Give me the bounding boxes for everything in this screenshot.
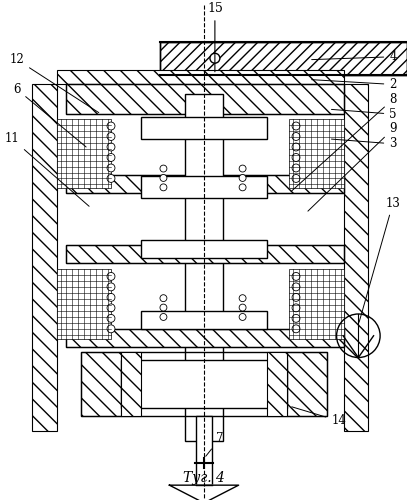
Bar — [141, 240, 267, 258]
Circle shape — [239, 165, 246, 172]
Text: 11: 11 — [4, 132, 89, 206]
Bar — [56, 70, 344, 84]
Circle shape — [160, 174, 167, 182]
Circle shape — [292, 143, 300, 151]
Bar — [287, 352, 327, 416]
Circle shape — [239, 174, 246, 182]
Circle shape — [292, 283, 300, 291]
Circle shape — [210, 54, 220, 63]
Bar — [81, 352, 121, 416]
Bar — [67, 176, 344, 194]
Bar — [121, 360, 287, 408]
Text: Τуг. 4: Τуг. 4 — [183, 471, 225, 485]
Text: 5: 5 — [331, 108, 397, 120]
Circle shape — [160, 184, 167, 191]
Text: 2: 2 — [312, 78, 397, 91]
Circle shape — [239, 184, 246, 191]
Circle shape — [239, 314, 246, 320]
Text: 9: 9 — [308, 122, 397, 211]
Text: 13: 13 — [359, 196, 400, 322]
Circle shape — [292, 132, 300, 140]
Circle shape — [160, 304, 167, 311]
Bar — [67, 84, 344, 114]
Bar — [67, 244, 344, 262]
Circle shape — [107, 164, 115, 172]
Bar — [67, 329, 344, 346]
Text: 4: 4 — [312, 50, 397, 63]
Bar — [67, 176, 344, 194]
Polygon shape — [169, 485, 238, 500]
Bar — [67, 329, 344, 346]
Circle shape — [107, 283, 115, 291]
Circle shape — [292, 122, 300, 130]
Circle shape — [160, 314, 167, 320]
Bar — [160, 42, 407, 74]
Circle shape — [292, 294, 300, 302]
Circle shape — [239, 304, 246, 311]
Bar — [32, 84, 56, 430]
Circle shape — [107, 325, 115, 333]
Circle shape — [292, 174, 300, 182]
Circle shape — [107, 174, 115, 182]
Circle shape — [239, 294, 246, 302]
Circle shape — [292, 314, 300, 322]
Bar — [160, 42, 407, 74]
Circle shape — [107, 294, 115, 302]
Bar — [196, 416, 212, 485]
Circle shape — [107, 314, 115, 322]
Text: 15: 15 — [207, 2, 223, 72]
Bar — [344, 84, 368, 430]
Bar — [56, 270, 111, 338]
Circle shape — [160, 294, 167, 302]
Circle shape — [107, 304, 115, 312]
Bar — [185, 94, 223, 440]
Circle shape — [107, 132, 115, 140]
Text: 12: 12 — [10, 53, 99, 112]
Text: 7: 7 — [206, 432, 224, 456]
Bar — [67, 244, 344, 262]
Circle shape — [292, 304, 300, 312]
Bar — [141, 311, 267, 329]
Bar — [141, 117, 267, 139]
Circle shape — [292, 154, 300, 162]
Bar — [289, 119, 344, 188]
Text: 14: 14 — [292, 407, 346, 428]
Bar — [67, 84, 344, 114]
Circle shape — [292, 325, 300, 333]
Circle shape — [292, 272, 300, 280]
Bar — [56, 119, 111, 188]
Circle shape — [107, 154, 115, 162]
Circle shape — [107, 272, 115, 280]
Circle shape — [107, 143, 115, 151]
Circle shape — [107, 122, 115, 130]
Bar — [141, 176, 267, 198]
Circle shape — [160, 165, 167, 172]
Bar — [267, 352, 287, 416]
Bar — [289, 270, 344, 338]
Text: 8: 8 — [291, 93, 397, 192]
Text: 3: 3 — [331, 138, 397, 150]
Bar — [121, 352, 141, 416]
Text: 6: 6 — [13, 83, 86, 147]
Bar — [81, 352, 327, 416]
Circle shape — [292, 164, 300, 172]
